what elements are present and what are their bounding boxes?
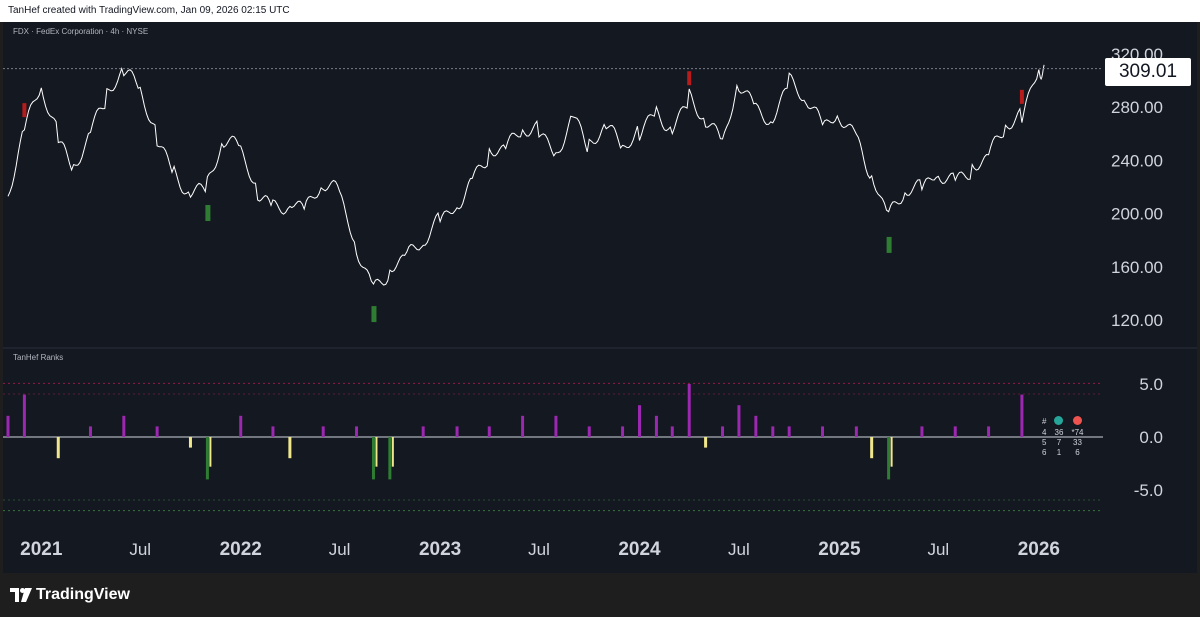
rank-bar <box>321 426 325 437</box>
buy-signal-marker <box>886 236 892 253</box>
x-axis-tick-label: 2026 <box>1018 539 1060 560</box>
price-y-tick-label: 240.00 <box>1111 151 1163 170</box>
rank-bar <box>205 437 209 480</box>
ranks-table-row: 5 7 33 <box>1038 438 1087 448</box>
rank-bar <box>887 437 891 480</box>
rank-bar <box>1020 394 1024 437</box>
rank-bar <box>953 426 957 437</box>
price-pane-title: FDX · FedEx Corporation · 4h · NYSE <box>13 27 149 36</box>
ranks-header-hash: # <box>1042 417 1047 426</box>
indicator-pane-title: TanHef Ranks <box>13 353 64 362</box>
ranks-y-tick-label: 5.0 <box>1139 375 1163 394</box>
rank-bar <box>521 415 525 437</box>
price-line <box>7 64 1045 286</box>
rank-bar <box>88 426 92 437</box>
price-y-tick-label: 160.00 <box>1111 258 1163 277</box>
x-axis-tick-label: 2023 <box>419 539 461 560</box>
x-axis-tick-label: Jul <box>728 540 750 559</box>
chart-header-bar: TanHef created with TradingView.com, Jan… <box>0 0 1200 22</box>
rank-bar <box>920 426 924 437</box>
x-axis-tick-label: Jul <box>927 540 949 559</box>
sell-signal-marker <box>1019 89 1024 104</box>
rank-bar <box>355 426 359 437</box>
last-price-label: 309.01 <box>1105 58 1191 86</box>
ranks-cell: 6 <box>1042 448 1047 457</box>
chart-credit: TanHef created with TradingView.com, Jan… <box>8 5 290 16</box>
x-axis-tick-label: Jul <box>329 540 351 559</box>
price-y-tick-label: 280.00 <box>1111 98 1163 117</box>
rank-bar <box>890 437 893 467</box>
ranks-cell: 36 <box>1054 428 1064 437</box>
rank-bar <box>737 405 741 437</box>
rank-bar <box>854 426 858 437</box>
x-axis-tick-label: Jul <box>528 540 550 559</box>
rank-bar <box>288 437 292 459</box>
rank-bar <box>654 415 658 437</box>
ranks-cell: 7 <box>1056 438 1062 447</box>
price-y-tick-label: 200.00 <box>1111 205 1163 224</box>
ranks-table: # 4 36 *74 5 7 33 6 1 6 <box>1038 416 1087 458</box>
ranks-cell: *74 <box>1071 428 1084 437</box>
ranks-y-tick-label: 0.0 <box>1139 428 1163 447</box>
ranks-cell: 33 <box>1073 438 1082 447</box>
ranks-y-tick-label: -5.0 <box>1134 481 1163 500</box>
ranks-cell: 6 <box>1075 448 1080 457</box>
rank-bar <box>638 405 642 437</box>
chart-canvas[interactable]: 120.00160.00200.00240.00280.00320.005.00… <box>3 22 1197 573</box>
rank-bar <box>987 426 991 437</box>
chart-panel[interactable]: 120.00 160.00 200.00 240.00 280.00 320.00 5.0 0… <box>3 22 1197 573</box>
x-axis-tick-label: 2021 <box>20 539 63 560</box>
x-axis-tick-label: 2024 <box>618 539 661 560</box>
rank-bar <box>388 437 392 480</box>
rank-bar <box>375 437 378 467</box>
rank-bar <box>188 437 192 448</box>
red-dot-icon <box>1067 416 1087 428</box>
ranks-cell: 1 <box>1056 448 1062 457</box>
rank-bar <box>155 426 159 437</box>
buy-signal-marker <box>371 306 377 323</box>
rank-bar <box>621 426 625 437</box>
tradingview-brand-label: TradingView <box>36 586 130 603</box>
tradingview-logo[interactable]: TradingView <box>10 586 130 604</box>
rank-bar <box>209 437 212 467</box>
x-axis-tick-label: 2022 <box>220 539 262 560</box>
sell-signal-marker <box>687 71 692 86</box>
rank-bar <box>787 426 791 437</box>
rank-bar <box>754 415 758 437</box>
ranks-table-row: 4 36 *74 <box>1038 428 1087 438</box>
rank-bar <box>704 437 708 448</box>
x-axis-tick-label: 2025 <box>818 539 861 560</box>
tradingview-logo-icon <box>10 587 32 602</box>
rank-bar <box>371 437 375 480</box>
rank-bar <box>771 426 775 437</box>
rank-bar <box>670 426 674 437</box>
buy-signal-marker <box>205 205 211 221</box>
rank-bar <box>487 426 491 437</box>
rank-bar <box>239 415 243 437</box>
ranks-cell: 4 <box>1042 428 1047 437</box>
green-dot-icon <box>1050 416 1067 428</box>
rank-bar <box>22 394 26 437</box>
rank-bar <box>870 437 874 459</box>
rank-bar <box>687 384 691 437</box>
rank-bar <box>721 426 725 437</box>
ranks-cell: 5 <box>1042 438 1047 447</box>
price-y-tick-label: 120.00 <box>1111 311 1163 330</box>
rank-bar <box>391 437 394 467</box>
sell-signal-marker <box>22 103 27 118</box>
x-axis-tick-label: Jul <box>129 540 151 559</box>
rank-bar <box>455 426 459 437</box>
rank-bar <box>821 426 825 437</box>
rank-bar <box>122 415 126 437</box>
rank-bar <box>6 415 10 437</box>
rank-bar <box>554 415 558 437</box>
footer-bar: TradingView <box>0 573 1200 617</box>
ranks-table-header: # <box>1038 416 1087 428</box>
rank-bar <box>587 426 591 437</box>
rank-bar <box>56 437 60 459</box>
rank-bar <box>271 426 275 437</box>
rank-bar <box>421 426 425 437</box>
ranks-table-row: 6 1 6 <box>1038 448 1087 458</box>
